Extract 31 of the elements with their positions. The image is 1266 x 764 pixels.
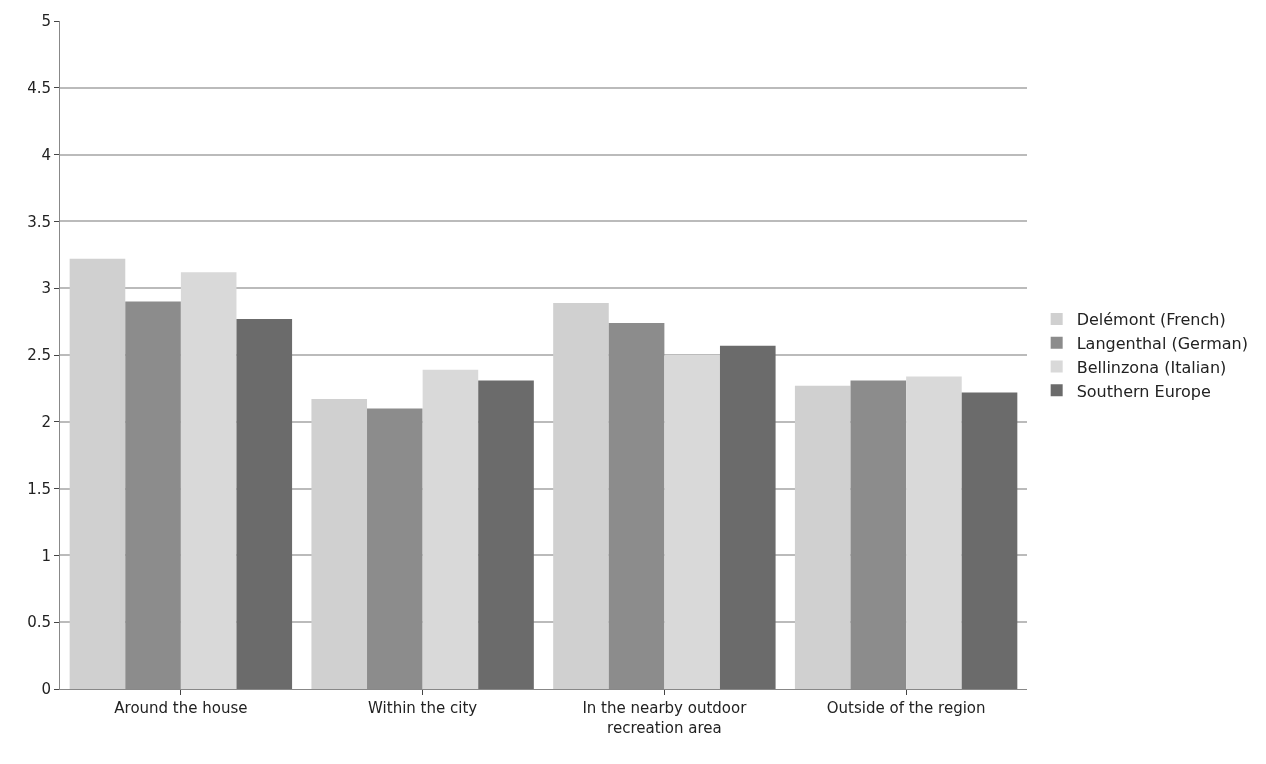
y-tick-label: 5 — [41, 12, 51, 31]
y-tick-label: 3.5 — [27, 212, 51, 231]
bar — [553, 302, 609, 689]
x-tick-label: Around the house — [114, 699, 248, 717]
bar — [69, 258, 126, 689]
y-tick-label: 2.5 — [27, 346, 51, 365]
y-tick-label: 2 — [41, 413, 51, 432]
y-tick-label: 0.5 — [27, 613, 51, 632]
bar — [311, 399, 368, 689]
legend-label: Southern Europe — [1076, 381, 1211, 401]
bar — [236, 318, 293, 689]
y-tick-label: 0 — [41, 680, 51, 699]
bar — [719, 345, 776, 689]
legend-label: Delémont (French) — [1076, 310, 1226, 330]
bar — [180, 272, 237, 689]
x-tick-label: Outside of the region — [826, 699, 986, 717]
bar — [664, 355, 720, 689]
x-tick-label: In the nearby outdoor recreation area — [582, 699, 748, 737]
bar — [794, 385, 851, 689]
bar — [422, 369, 479, 689]
bar — [906, 376, 962, 689]
x-tick-label: Within the city — [368, 699, 478, 717]
y-tick-label: 4 — [41, 145, 51, 164]
y-tick-label: 3 — [41, 279, 51, 298]
legend-label: Bellinzona (Italian) — [1076, 357, 1227, 377]
y-tick-label: 1 — [41, 546, 51, 565]
y-tick-label: 4.5 — [27, 79, 51, 98]
legend-label: Langenthal (German) — [1076, 333, 1248, 353]
bar — [478, 380, 534, 689]
y-tick-label: 1.5 — [27, 479, 51, 498]
bar — [961, 392, 1018, 689]
